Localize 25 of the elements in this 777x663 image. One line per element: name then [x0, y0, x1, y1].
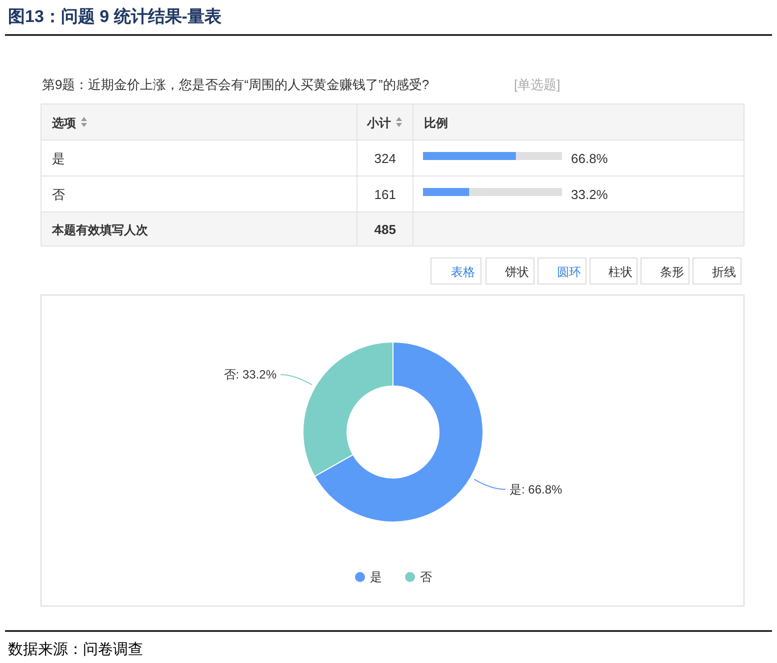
text: 表格 — [451, 265, 475, 279]
legend-label: 否 — [420, 570, 432, 584]
text: [单选题] — [514, 77, 560, 92]
category-label: 否 — [52, 187, 65, 202]
text: 柱状 — [608, 265, 632, 279]
text: 小计 — [366, 116, 391, 130]
text: 66.8% — [571, 151, 608, 166]
text: 比例 — [424, 116, 448, 130]
text: 本题有效填写人次 — [51, 223, 149, 237]
text: 324 — [374, 151, 396, 166]
text: 饼状 — [504, 265, 529, 279]
data-label: 是: 66.8% — [509, 482, 563, 496]
text: 圆环 — [557, 265, 581, 279]
text: 161 — [374, 187, 396, 202]
text: 折线 — [712, 265, 736, 279]
source-note: 数据来源：问卷调查 — [8, 641, 143, 658]
text: 485 — [374, 222, 396, 237]
data-label: 否: 33.2% — [224, 368, 277, 382]
text: 选项 — [51, 116, 77, 130]
text: 33.2% — [571, 187, 608, 202]
chart-title: 图13：问题 9 统计结果-量表 — [8, 7, 222, 26]
chart-subtitle: 第9题：近期金价上涨，您是否会有“周围的人买黄金赚钱了”的感受? — [42, 77, 430, 92]
legend-label: 是 — [370, 570, 382, 584]
category-label: 是 — [52, 151, 65, 166]
text: 条形 — [660, 265, 684, 279]
